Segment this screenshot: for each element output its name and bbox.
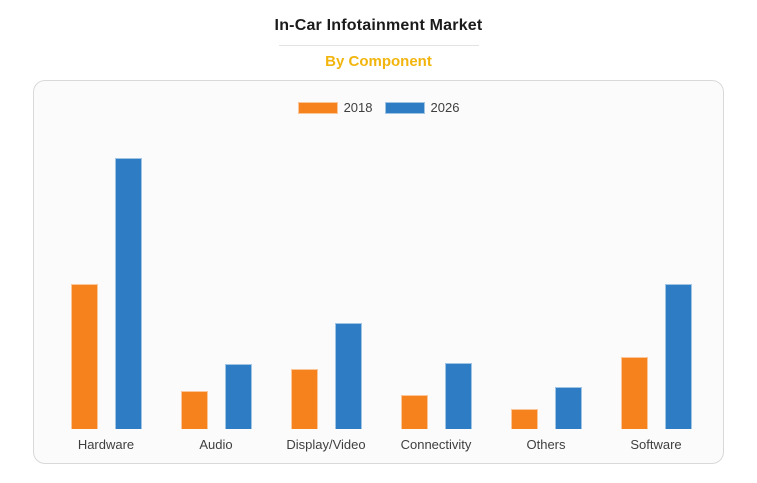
page: In-Car Infotainment Market By Component …	[33, 17, 724, 464]
category-label-hardware: Hardware	[77, 437, 135, 452]
bar-2018-connectivity[interactable]	[400, 395, 428, 429]
legend-label: 2026	[430, 100, 460, 115]
page-title: In-Car Infotainment Market	[274, 17, 483, 34]
bar-2018-audio[interactable]	[180, 391, 208, 429]
bar-2026-display-video[interactable]	[334, 323, 362, 429]
bar-group-connectivity	[381, 158, 491, 429]
bar-2018-display-video[interactable]	[290, 369, 318, 429]
bar-2026-software[interactable]	[664, 284, 692, 429]
bar-2026-audio[interactable]	[224, 364, 252, 429]
bar-2026-hardware[interactable]	[114, 158, 142, 429]
bar-2026-connectivity[interactable]	[444, 363, 472, 429]
category-label-others: Others	[526, 437, 566, 452]
chart-legend: 2018 2026	[34, 100, 723, 115]
legend-swatch-2026	[384, 101, 425, 114]
category-label-audio: Audio	[199, 437, 233, 452]
bar-2018-others[interactable]	[510, 409, 538, 429]
bar-2018-software[interactable]	[620, 357, 648, 429]
bar-group-software	[601, 158, 711, 429]
bar-2026-others[interactable]	[554, 387, 582, 429]
chart-subtitle: By Component	[325, 53, 432, 70]
category-label-connectivity: Connectivity	[400, 437, 472, 452]
bar-group-hardware	[51, 158, 161, 429]
category-labels: Hardware Audio Display/Video Connectivity Ot…	[51, 437, 711, 452]
category-label-display-video: Display/Video	[286, 437, 366, 452]
bar-group-others	[491, 158, 601, 429]
category-label-software: Software	[630, 437, 682, 452]
title-divider	[278, 45, 479, 46]
chart-card: 2018 2026 Hardware Audio Display/Video Conne…	[33, 80, 724, 464]
legend-item-2018[interactable]: 2018	[297, 100, 373, 115]
bar-group-audio	[161, 158, 271, 429]
bar-plot	[51, 158, 711, 429]
legend-swatch-2018	[297, 101, 338, 114]
legend-item-2026[interactable]: 2026	[384, 100, 460, 115]
bar-group-display-video	[271, 158, 381, 429]
legend-label: 2018	[343, 100, 373, 115]
bar-2018-hardware[interactable]	[70, 284, 98, 429]
